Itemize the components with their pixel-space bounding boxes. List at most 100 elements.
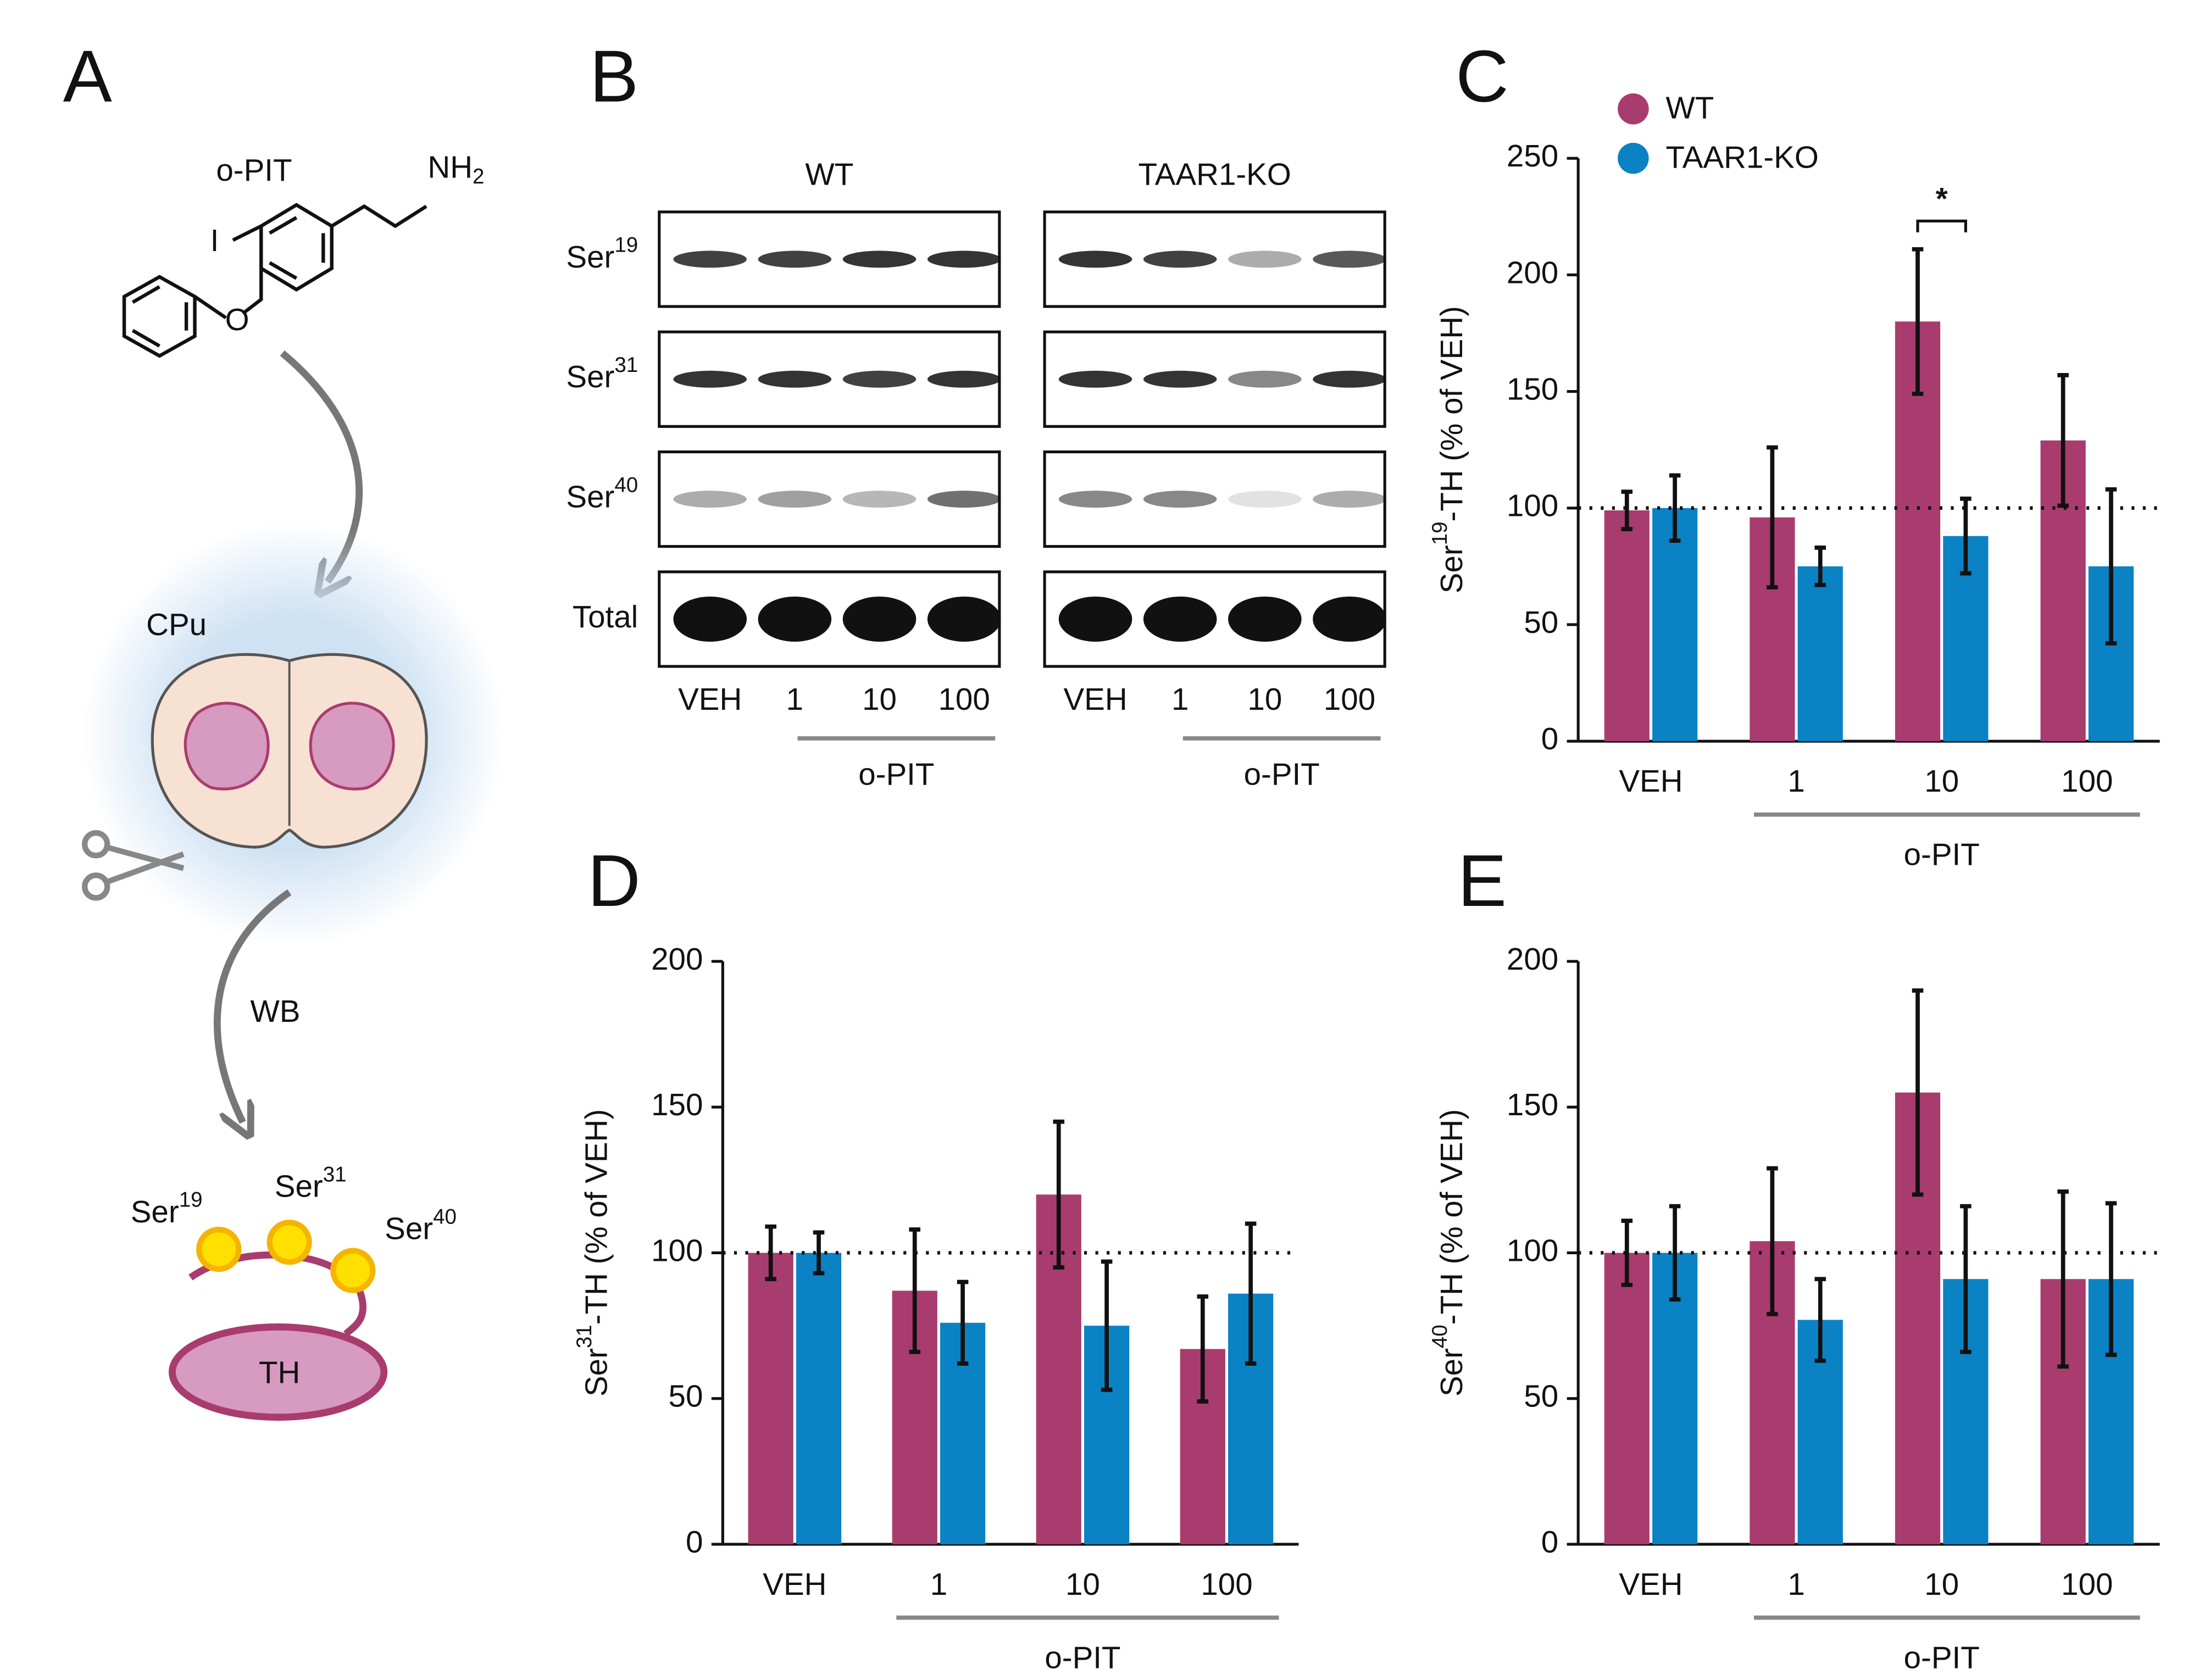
error-bar <box>2105 487 2117 646</box>
annotation: * <box>1936 181 1948 216</box>
arrow <box>213 889 292 1122</box>
blot-band <box>1058 596 1132 642</box>
error-bar <box>1621 489 1633 531</box>
error-bar <box>1245 1221 1257 1366</box>
y-tick-label: 100 <box>1507 1233 1558 1267</box>
site-label-text: Ser <box>385 1211 433 1246</box>
blot-row-label: Ser40 <box>566 474 638 514</box>
x-tick-label: 1 <box>930 1567 947 1601</box>
lane-label: 10 <box>862 682 897 716</box>
blot-band <box>1313 491 1386 508</box>
legend-swatch <box>1618 93 1649 125</box>
blot-band <box>1228 370 1302 388</box>
panel-label: E <box>1458 840 1507 922</box>
blot-band <box>1228 251 1302 268</box>
blot-group: WT <box>805 157 853 191</box>
scheme <box>122 203 427 358</box>
blot-band <box>1143 370 1217 388</box>
y-tick-label: 200 <box>1507 255 1558 290</box>
y-tick-label: 200 <box>651 942 703 976</box>
error-bar <box>909 1227 921 1354</box>
treatment-label: o-PIT <box>858 756 934 791</box>
blot-band <box>673 491 747 508</box>
bar <box>748 1253 793 1544</box>
blot-row-label: Total <box>573 599 638 634</box>
group-label: o-PIT <box>1045 1640 1120 1675</box>
y-axis-label-rest: -TH (% of VEH) <box>1434 306 1469 521</box>
site-label-sup: 40 <box>433 1205 457 1229</box>
method: WB <box>250 994 300 1028</box>
scissors-handle <box>82 830 110 859</box>
blot-band <box>927 596 1001 642</box>
y-tick-label: 150 <box>1507 371 1558 406</box>
x-tick-label: 100 <box>2061 1567 2113 1601</box>
group-label: o-PIT <box>1904 1640 1980 1675</box>
lane-label: VEH <box>1063 682 1127 716</box>
lane-label: 10 <box>1247 682 1282 716</box>
amine: NH2 <box>427 150 484 189</box>
site-label-sup: 19 <box>179 1188 203 1212</box>
bar <box>1652 508 1698 742</box>
site-label-text: Ser <box>131 1194 179 1229</box>
error-bar <box>957 1280 969 1366</box>
significance-bracket <box>1916 219 1967 232</box>
th-protein <box>168 1323 388 1421</box>
ethyl-chain <box>331 204 427 229</box>
panel-label: D <box>587 840 640 922</box>
y-axis-label-sup: 19 <box>1428 521 1452 545</box>
y-axis-label-sup: 31 <box>573 1325 596 1348</box>
lane-label: 100 <box>938 682 990 716</box>
blot-row-label: Ser31 <box>566 353 638 394</box>
error-bar <box>1669 473 1681 543</box>
site <box>330 1248 376 1293</box>
blot-group: TAAR1-KO <box>1138 157 1291 191</box>
x-tick-label: 100 <box>1201 1567 1252 1601</box>
blot-row-label-sup: 40 <box>614 474 638 497</box>
error-bar <box>1960 496 1972 576</box>
bar <box>1604 510 1650 742</box>
site-label: Ser40 <box>385 1205 457 1246</box>
ether-bond-2 <box>193 295 227 320</box>
error-bar <box>1912 247 1924 396</box>
error-bar <box>1053 1119 1065 1270</box>
blot-band <box>842 491 917 508</box>
scissors-blades <box>104 844 185 885</box>
blot-band <box>758 370 832 388</box>
blot-row-label-text: Ser <box>566 359 614 394</box>
legend-label: TAAR1-KO <box>1665 140 1818 175</box>
legend-swatch <box>1618 142 1649 174</box>
site <box>196 1226 242 1272</box>
treatment-label: o-PIT <box>1244 756 1320 791</box>
y-axis-label-text: Ser <box>1434 545 1469 593</box>
x-tick-label: 10 <box>1924 764 1959 798</box>
blot-row-label-text: Total <box>573 599 638 634</box>
blot-band <box>1228 596 1302 642</box>
error-bar <box>1101 1259 1113 1392</box>
error-bar <box>1767 1166 1778 1316</box>
x-tick-label: 100 <box>2061 764 2113 798</box>
group-label: o-PIT <box>1904 837 1980 872</box>
y-tick-label: 0 <box>1541 721 1558 756</box>
blot-row-label-text: Ser <box>566 240 614 274</box>
lane-label: 1 <box>786 682 803 716</box>
blot-band <box>927 491 1001 508</box>
error-bar <box>1814 1277 1826 1363</box>
y-axis-label: Ser19-TH (% of VEH) <box>1428 306 1469 593</box>
blot-band <box>1058 491 1132 508</box>
phenyl-ring <box>122 275 197 358</box>
compound: o-PIT <box>216 153 292 187</box>
error-bar <box>813 1230 825 1276</box>
y-tick-label: 100 <box>1507 488 1558 523</box>
y-axis-label-text: Ser <box>579 1348 613 1397</box>
blot-band <box>758 596 832 642</box>
amine-sub: 2 <box>473 165 484 188</box>
region: CPu <box>146 607 207 642</box>
benzene-ring <box>259 203 334 292</box>
bar <box>1797 566 1843 742</box>
lane-label: 100 <box>1324 682 1375 716</box>
error-bar <box>1814 546 1826 587</box>
